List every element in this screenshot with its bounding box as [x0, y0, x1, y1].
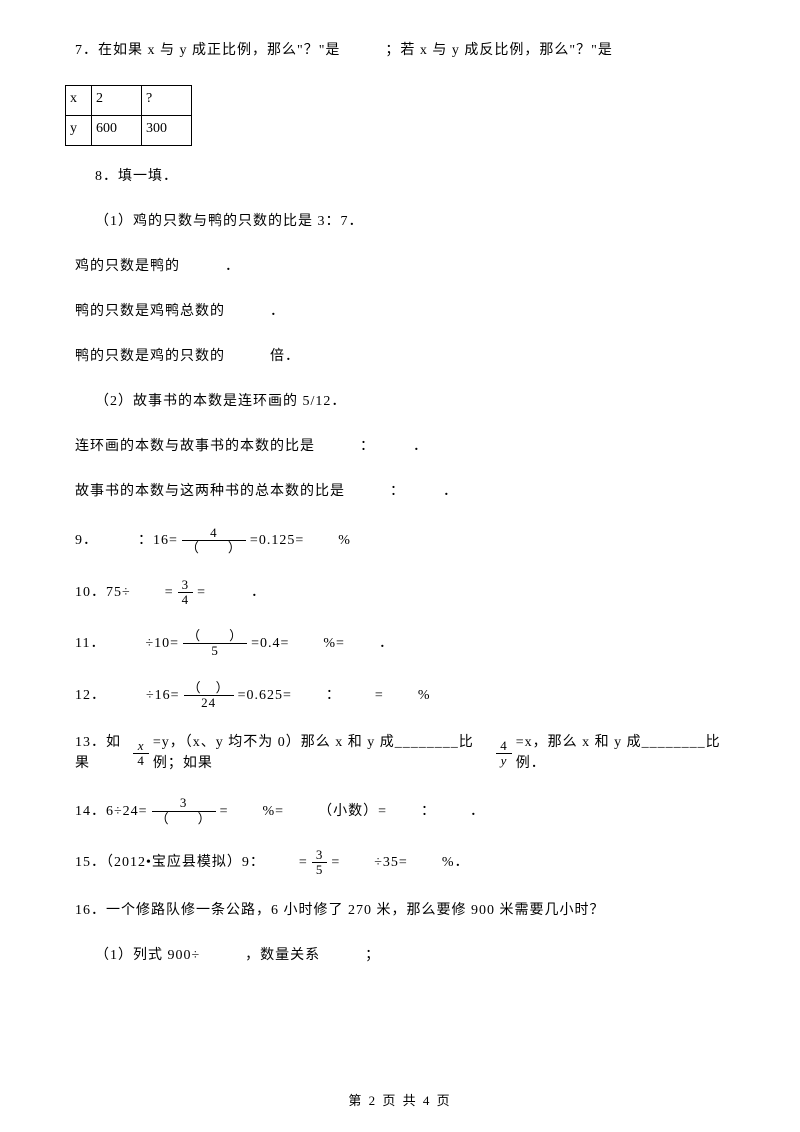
q9-no: 9． — [75, 530, 98, 551]
q9-frac: 4 （ ） — [182, 526, 246, 556]
q11-mid1: ÷10= — [145, 633, 179, 654]
q11-tail1: %= — [323, 633, 345, 654]
q8-title: 8．填一填． — [95, 166, 725, 187]
q15-frac: 3 5 — [312, 848, 328, 878]
q11-mid2: =0.4= — [251, 633, 289, 654]
q7-table: x 2 ? y 600 300 — [65, 85, 192, 146]
q12-colon: ： — [326, 685, 341, 706]
cell: 300 — [142, 116, 192, 146]
q12-eq: = — [375, 685, 384, 706]
q14-pre: 14．6÷24= — [75, 801, 148, 822]
frac-den: 5 — [183, 643, 247, 658]
q13-pre: 13．如果 — [75, 732, 129, 774]
cell: y — [66, 116, 92, 146]
frac-num: （ ） — [183, 629, 247, 643]
cell: x — [66, 86, 92, 116]
frac-den: 24 — [184, 695, 234, 710]
q12-mid2: =0.625= — [238, 685, 292, 706]
frac-num: 3 — [178, 578, 194, 592]
q14-mid: = — [220, 801, 229, 822]
q10-tail: = ． — [197, 582, 266, 603]
q9-mid1: ：16= — [138, 530, 178, 551]
frac-num: 3 — [312, 848, 328, 862]
q12-frac: （ ） 24 — [184, 681, 234, 711]
frac-den: （ ） — [152, 811, 216, 826]
q11: 11． ÷10= （ ） 5 =0.4= %= ． — [75, 629, 725, 659]
frac-num: x — [133, 739, 149, 753]
frac-den: 4 — [178, 592, 194, 607]
q8-l1: （1）鸡的只数与鸭的只数的比是 3：7． — [95, 211, 725, 232]
q14: 14．6÷24= 3 （ ） = %= （小数）= ： ． — [75, 796, 725, 826]
q12-pre: 12． — [75, 685, 106, 706]
frac-num: （ ） — [184, 681, 234, 695]
q13-frac1: x 4 — [133, 739, 149, 769]
q14-colon: ： — [421, 801, 436, 822]
q15-eq1: = — [299, 852, 308, 873]
frac-den: （ ） — [182, 540, 246, 555]
page-footer: 第 2 页 共 4 页 — [0, 1091, 800, 1111]
frac-num: 4 — [496, 739, 512, 753]
q10: 10．75÷ = 3 4 = ． — [75, 578, 725, 608]
q12-mid1: ÷16= — [146, 685, 180, 706]
q15-tail: %． — [442, 852, 470, 873]
q8-l4: 鸭的只数是鸡的只数的 倍． — [75, 346, 725, 367]
table-row: y 600 300 — [66, 116, 192, 146]
q15-pre: 15．（2012•宝应县模拟）9： — [75, 852, 265, 873]
frac-num: 3 — [152, 796, 216, 810]
q9-tail: % — [338, 530, 351, 551]
q8-l7: 故事书的本数与这两种书的总本数的比是 ： ． — [75, 481, 725, 502]
q15-eq2: = — [331, 852, 340, 873]
q8-l5: （2）故事书的本数是连环画的 5/12． — [95, 391, 725, 412]
q13-mid2: =x，那么 x 和 y 成________比例． — [516, 732, 725, 774]
q11-tail2: ． — [379, 633, 394, 654]
q14-tail3: ． — [470, 801, 485, 822]
q16-l1: 16．一个修路队修一条公路，6 小时修了 270 米，那么要修 900 米需要几… — [75, 900, 725, 921]
frac-den: 5 — [312, 862, 328, 877]
q14-tail2: （小数）= — [318, 801, 387, 822]
q8-l2: 鸡的只数是鸭的 ． — [75, 256, 725, 277]
frac-den: y — [496, 753, 512, 768]
frac-num: 4 — [182, 526, 246, 540]
q11-frac: （ ） 5 — [183, 629, 247, 659]
cell: 600 — [92, 116, 142, 146]
q14-tail1: %= — [263, 801, 285, 822]
q7-text: 7．在如果 x 与 y 成正比例，那么"？"是 ；若 x 与 y 成反比例，那么… — [75, 40, 725, 61]
q12: 12． ÷16= （ ） 24 =0.625= ： = % — [75, 681, 725, 711]
q14-frac: 3 （ ） — [152, 796, 216, 826]
q13-mid1: =y，（x、y 均不为 0）那么 x 和 y 成________比例；如果 — [153, 732, 492, 774]
q10-frac: 3 4 — [178, 578, 194, 608]
q15: 15．（2012•宝应县模拟）9： = 3 5 = ÷35= %． — [75, 848, 725, 878]
frac-den: 4 — [133, 753, 149, 768]
q13: 13．如果 x 4 =y，（x、y 均不为 0）那么 x 和 y 成______… — [75, 732, 725, 774]
q10-mid: = — [165, 582, 174, 603]
q8-l3: 鸭的只数是鸡鸭总数的 ． — [75, 301, 725, 322]
q11-pre: 11． — [75, 633, 105, 654]
cell: 2 — [92, 86, 142, 116]
q9: 9． ：16= 4 （ ） =0.125= % — [75, 526, 725, 556]
cell: ? — [142, 86, 192, 116]
q9-mid2: =0.125= — [250, 530, 304, 551]
q10-pre: 10．75÷ — [75, 582, 131, 603]
q13-frac2: 4 y — [496, 739, 512, 769]
q15-mid: ÷35= — [374, 852, 408, 873]
table-row: x 2 ? — [66, 86, 192, 116]
q12-tail: % — [418, 685, 431, 706]
q8-l6: 连环画的本数与故事书的本数的比是 ： ． — [75, 436, 725, 457]
q16-l2: （1）列式 900÷ ，数量关系 ； — [95, 945, 725, 966]
